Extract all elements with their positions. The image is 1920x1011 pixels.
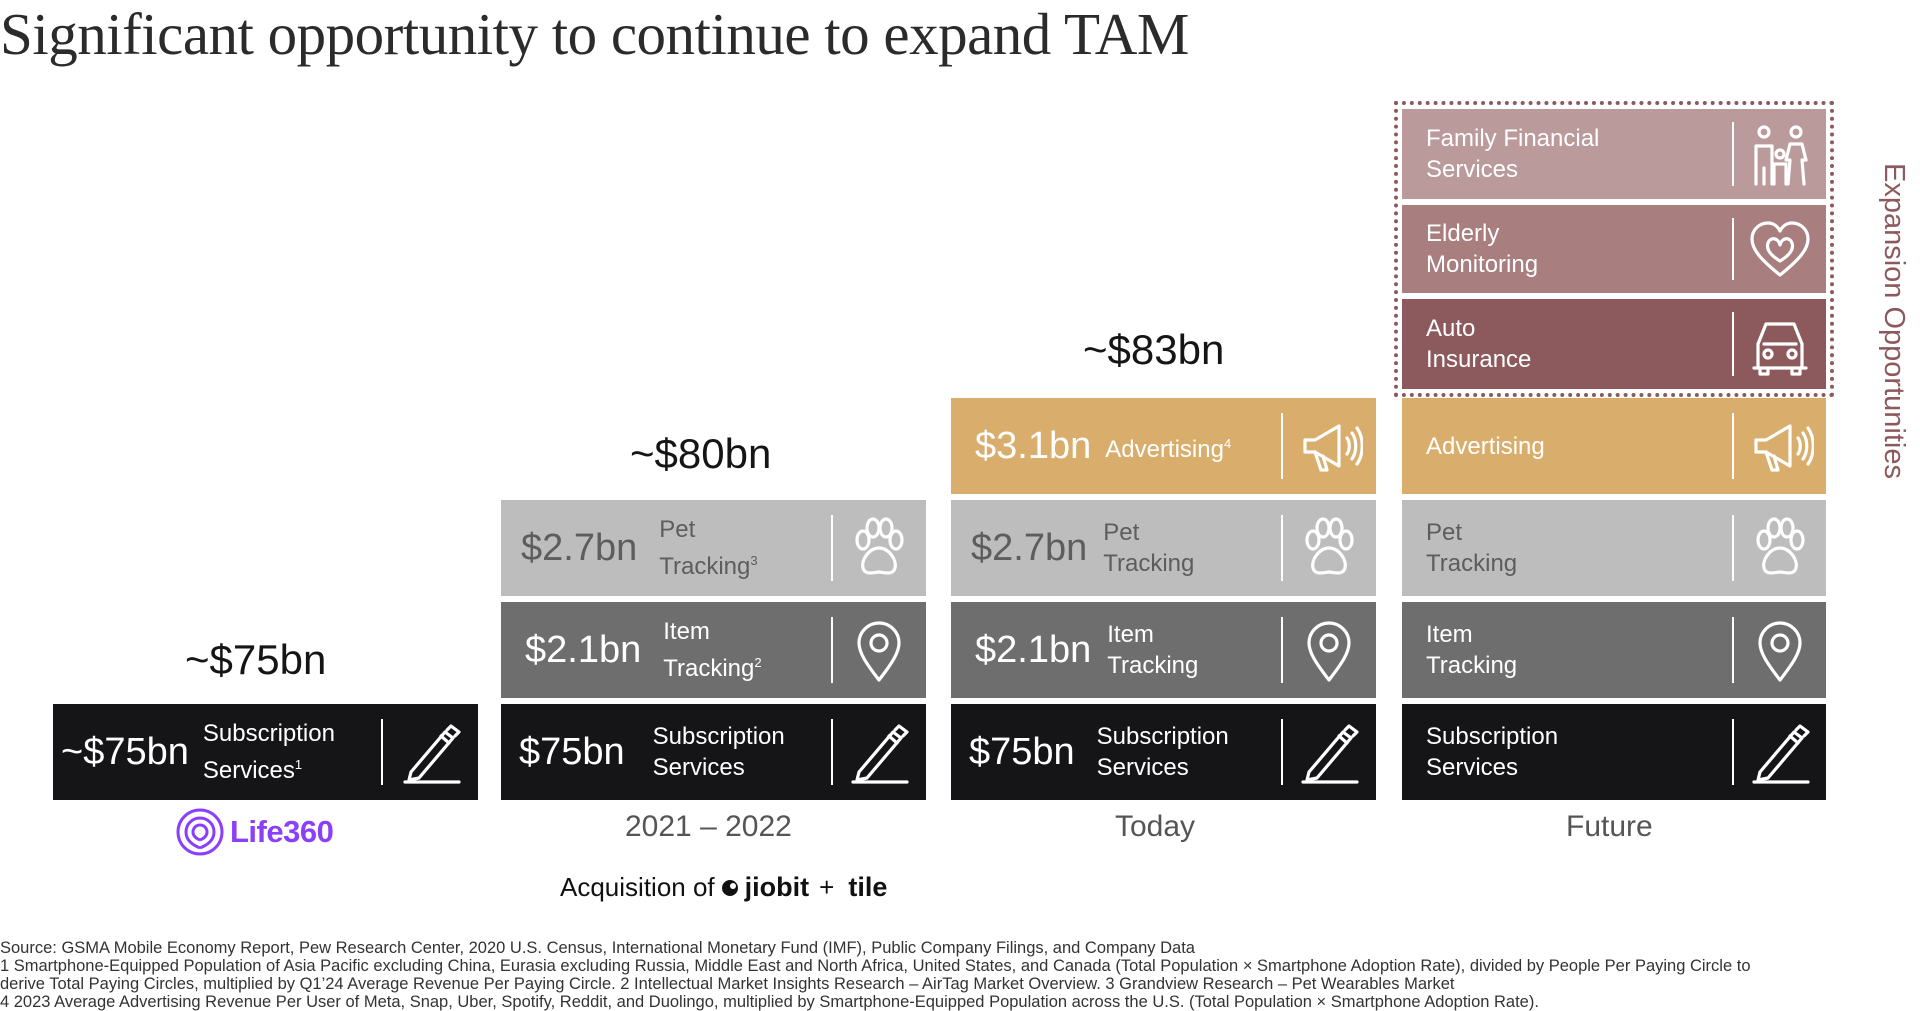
category-label: Item Tracking (1426, 621, 1518, 679)
category-label: Subscription Services (652, 723, 785, 781)
jiobit-logo-icon (721, 879, 738, 896)
megaphone-icon (1746, 412, 1815, 480)
acquisition-note: Acquisition of jiobit + tile (560, 872, 888, 902)
location-pin-icon (1746, 616, 1814, 684)
amount-label: ~$75bn (61, 730, 189, 773)
page-title: Significant opportunity to continue to e… (0, 1, 1189, 67)
divider (1732, 122, 1734, 186)
footnote-line: derive Total Paying Circles, multiplied … (0, 975, 1455, 993)
tile-logo: tile (848, 872, 888, 902)
source-footnotes: Source: GSMA Mobile Economy Report, Pew … (0, 939, 1920, 1011)
expansion-opportunities-box (1394, 101, 1834, 397)
divider (831, 719, 833, 785)
divider (1281, 719, 1283, 785)
paw-icon (1746, 514, 1814, 582)
paw-icon (1295, 514, 1363, 582)
block-subscription-life360: ~$75bn Subscription Services1 (53, 704, 478, 800)
category-label: Pet Tracking (1426, 519, 1518, 577)
category-label: Family Financial Services (1426, 125, 1600, 183)
divider (1732, 312, 1734, 376)
total-today: ~$83bn (1083, 326, 1225, 373)
amount-label: $2.1bn (525, 628, 642, 671)
block-item-tracking-today: $2.1bn Item Tracking (951, 602, 1376, 698)
block-pet-tracking-today: $2.7bn Pet Tracking (951, 500, 1376, 596)
amount-label: $3.1bn (975, 424, 1092, 467)
family-icon (1746, 120, 1814, 188)
source-line: Source: GSMA Mobile Economy Report, Pew … (0, 939, 1195, 957)
amount-label: $75bn (519, 730, 625, 773)
total-2021-2022: ~$80bn (630, 430, 772, 477)
divider (1281, 617, 1283, 683)
divider (1732, 617, 1734, 683)
block-subscription-today: $75bn Subscription Services (951, 704, 1376, 800)
expansion-opportunities-label: Expansion Opportunities (1878, 163, 1910, 479)
block-advertising-future: Advertising (1402, 398, 1826, 494)
block-item-tracking-future: Item Tracking (1402, 602, 1826, 698)
block-auto-insurance: Auto Insurance (1402, 299, 1826, 389)
amount-label: $2.7bn (521, 526, 638, 569)
category-label: Item Tracking2 (663, 618, 762, 682)
category-label: Auto Insurance (1426, 315, 1532, 373)
amount-label: $2.7bn (971, 526, 1088, 569)
heart-icon (1746, 215, 1814, 283)
divider (1732, 413, 1734, 479)
location-pin-icon (1295, 616, 1363, 684)
pen-icon (1295, 718, 1363, 786)
divider (831, 617, 833, 683)
x-label-2021-2022: 2021 – 2022 (625, 810, 792, 843)
category-label: Pet Tracking (1103, 519, 1195, 577)
block-pet-tracking-2021: $2.7bn Pet Tracking3 (501, 500, 926, 596)
divider (1281, 515, 1283, 581)
category-label: Item Tracking (1107, 621, 1199, 679)
x-label-future: Future (1566, 810, 1653, 843)
location-pin-icon (845, 616, 913, 684)
divider (1281, 413, 1283, 479)
block-elderly-monitoring: Elderly Monitoring (1402, 205, 1826, 293)
block-subscription-future: Subscription Services (1402, 704, 1826, 800)
x-label-today: Today (1115, 810, 1196, 843)
divider (1732, 218, 1734, 280)
category-label: Advertising (1426, 432, 1545, 460)
category-label: Elderly Monitoring (1426, 220, 1539, 278)
block-family-financial: Family Financial Services (1402, 109, 1826, 199)
amount-label: $2.1bn (975, 628, 1092, 671)
block-item-tracking-2021: $2.1bn Item Tracking2 (501, 602, 926, 698)
divider (1732, 515, 1734, 581)
megaphone-icon (1295, 412, 1364, 480)
block-advertising-today: $3.1bn Advertising4 (951, 398, 1376, 494)
category-label: Subscription Services (1096, 723, 1229, 781)
category-label: Advertising4 (1105, 435, 1232, 463)
block-subscription-2021: $75bn Subscription Services (501, 704, 926, 800)
footnote-line: 1 Smartphone-Equipped Population of Asia… (0, 957, 1751, 975)
car-icon (1746, 310, 1814, 378)
pen-icon (1746, 718, 1814, 786)
pen-icon (845, 718, 913, 786)
divider (1732, 719, 1734, 785)
divider (381, 719, 383, 785)
category-label: Pet Tracking3 (659, 516, 758, 580)
divider (831, 515, 833, 581)
total-life360: ~$75bn (185, 636, 327, 683)
pen-icon (397, 718, 465, 786)
life360-ring-icon (176, 808, 224, 856)
life360-logo: Life360 (176, 808, 334, 856)
block-pet-tracking-future: Pet Tracking (1402, 500, 1826, 596)
jiobit-logo: jiobit (744, 872, 810, 902)
category-label: Subscription Services1 (202, 720, 335, 784)
footnote-line: 4 2023 Average Advertising Revenue Per U… (0, 993, 1539, 1011)
amount-label: $75bn (969, 730, 1075, 773)
category-label: Subscription Services (1426, 723, 1559, 781)
paw-icon (845, 514, 913, 582)
